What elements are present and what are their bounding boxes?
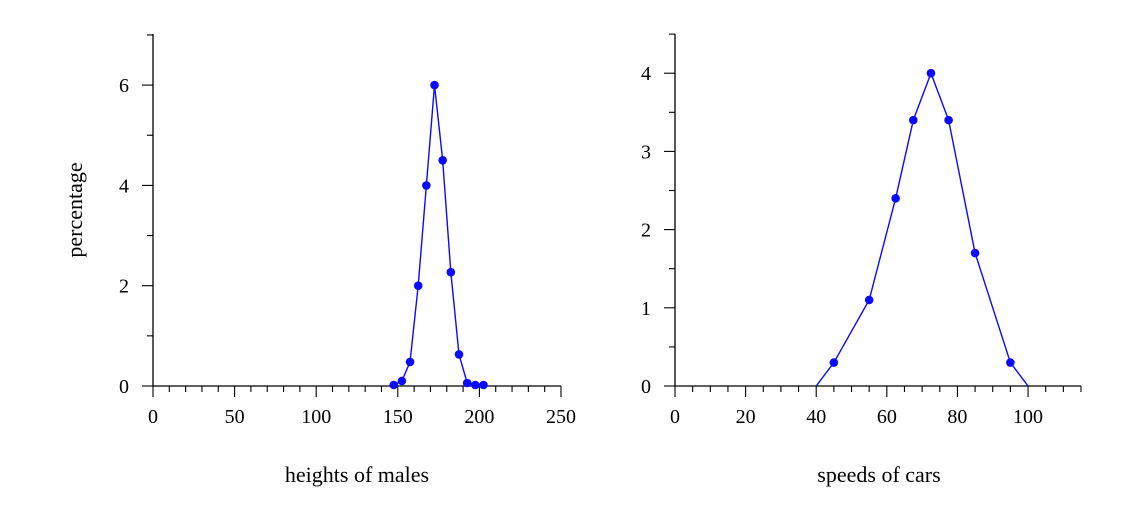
- data-point: [430, 80, 439, 90]
- x-tick-label: 100: [301, 406, 331, 428]
- x-tick-label: 150: [383, 406, 413, 428]
- data-point: [926, 68, 936, 78]
- data-point: [891, 194, 900, 203]
- x-tick-label: 50: [225, 406, 245, 428]
- y-tick-label: 0: [641, 376, 651, 398]
- data-point: [462, 378, 472, 388]
- y-tick-label: 2: [119, 276, 129, 298]
- x-tick-label: 0: [148, 406, 158, 428]
- x-tick-label: 40: [806, 406, 826, 428]
- chart-0-axes: [152, 34, 561, 387]
- x-tick-label: 250: [546, 406, 576, 428]
- data-point: [405, 357, 415, 367]
- data-point: [389, 380, 399, 390]
- data-point: [479, 380, 488, 390]
- x-tick-label: 0: [670, 406, 680, 428]
- chart-0-x-axis-title: heights of males: [285, 462, 429, 487]
- chart-0-y-axis-title: percentage: [62, 162, 87, 257]
- chart-0-ticks: [142, 34, 562, 397]
- data-point: [864, 295, 874, 305]
- x-tick-label: 80: [947, 406, 967, 428]
- chart-0-series: [389, 80, 488, 390]
- chart-1-tick-labels: 0 20 40 60 80 100 0 1 2 3 4: [641, 63, 1043, 428]
- data-point: [397, 376, 407, 386]
- y-tick-label: 6: [119, 75, 129, 97]
- data-point: [413, 281, 423, 291]
- x-tick-label: 200: [464, 406, 494, 428]
- data-point: [438, 156, 447, 165]
- y-tick-label: 3: [641, 141, 651, 163]
- data-point: [446, 267, 456, 277]
- data-point: [422, 181, 431, 190]
- chart-1-series: [815, 68, 1029, 387]
- chart-speeds-of-cars: 0 20 40 60 80 100 0 1 2 3 4 speeds of cars: [641, 33, 1082, 487]
- chart-heights-of-males: 0 50 100 150 200 250 0 2 4 6 heights of males per…: [62, 34, 576, 487]
- series-line: [815, 71, 1029, 387]
- y-tick-label: 0: [119, 376, 129, 398]
- y-tick-label: 4: [119, 175, 129, 197]
- chart-0-tick-labels: 0 50 100 150 200 250 0 2 4 6: [119, 75, 576, 428]
- chart-1-x-axis-title: speeds of cars: [817, 462, 940, 487]
- data-point: [471, 380, 480, 390]
- data-point: [909, 115, 918, 125]
- y-tick-label: 4: [641, 63, 651, 85]
- y-tick-label: 1: [641, 298, 651, 320]
- x-tick-label: 60: [877, 406, 897, 428]
- data-point: [970, 248, 980, 258]
- data-point: [944, 115, 953, 125]
- data-point: [454, 350, 464, 359]
- x-tick-label: 20: [736, 406, 756, 428]
- data-point: [829, 358, 839, 367]
- chart-1-ticks: [664, 33, 1082, 397]
- chart-1-axes: [674, 34, 1081, 387]
- y-tick-label: 2: [641, 220, 651, 242]
- data-point: [1006, 358, 1015, 367]
- x-tick-label: 100: [1013, 406, 1043, 428]
- series-line: [393, 85, 484, 386]
